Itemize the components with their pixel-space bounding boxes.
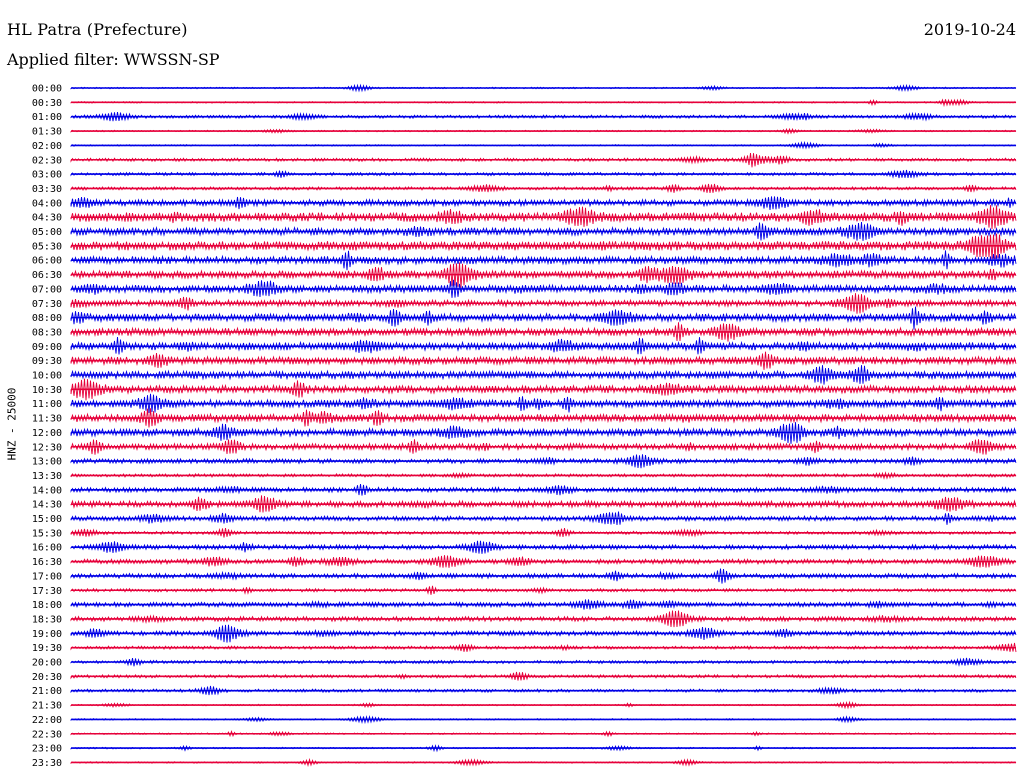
row-time-label: 18:00 — [32, 600, 62, 611]
row-time-label: 23:00 — [32, 744, 62, 755]
record-date: 2019-10-24 — [923, 20, 1016, 39]
row-time-label: 00:00 — [32, 84, 62, 95]
row-time-label: 15:00 — [32, 514, 62, 525]
row-time-label: 09:00 — [32, 342, 62, 353]
row-time-label: 08:00 — [32, 313, 62, 324]
row-time-label: 12:00 — [32, 428, 62, 439]
row-time-label: 14:30 — [32, 500, 62, 511]
row-time-label: 05:00 — [32, 227, 62, 238]
row-time-label: 16:30 — [32, 557, 62, 568]
row-time-label: 06:30 — [32, 270, 62, 281]
row-time-label: 02:00 — [32, 141, 62, 152]
row-time-label: 17:30 — [32, 586, 62, 597]
row-time-label: 21:00 — [32, 686, 62, 697]
row-time-label: 22:30 — [32, 729, 62, 740]
row-time-label: 15:30 — [32, 528, 62, 539]
row-time-label: 16:00 — [32, 543, 62, 554]
row-time-label: 01:00 — [32, 112, 62, 123]
row-time-label: 04:00 — [32, 198, 62, 209]
station-title: HL Patra (Prefecture) — [7, 20, 188, 39]
row-time-label: 04:30 — [32, 213, 62, 224]
row-time-label: 00:30 — [32, 98, 62, 109]
row-time-label: 23:30 — [32, 758, 62, 769]
row-time-label: 02:30 — [32, 155, 62, 166]
row-time-label: 11:30 — [32, 414, 62, 425]
row-time-label: 09:30 — [32, 356, 62, 367]
row-time-label: 12:30 — [32, 442, 62, 453]
row-time-label: 14:00 — [32, 485, 62, 496]
row-time-label: 01:30 — [32, 127, 62, 138]
row-time-label: 06:00 — [32, 256, 62, 267]
row-time-label: 17:00 — [32, 571, 62, 582]
filter-label: Applied filter: WWSSN-SP — [7, 50, 220, 69]
row-time-label: 19:30 — [32, 643, 62, 654]
row-time-label: 10:00 — [32, 371, 62, 382]
row-time-label: 13:00 — [32, 457, 62, 468]
row-time-label: 22:00 — [32, 715, 62, 726]
seismic-trace — [70, 408, 1017, 428]
row-time-label: 11:00 — [32, 399, 62, 410]
row-time-label: 21:30 — [32, 701, 62, 712]
row-time-label: 07:00 — [32, 284, 62, 295]
row-time-label: 20:00 — [32, 658, 62, 669]
row-time-label: 18:30 — [32, 614, 62, 625]
seismic-trace — [70, 205, 1017, 230]
row-time-label: 19:00 — [32, 629, 62, 640]
row-time-label: 20:30 — [32, 672, 62, 683]
row-time-label: 08:30 — [32, 327, 62, 338]
row-time-label: 03:30 — [32, 184, 62, 195]
row-time-label: 07:30 — [32, 299, 62, 310]
row-time-label: 03:00 — [32, 170, 62, 181]
row-time-label: 05:30 — [32, 241, 62, 252]
row-time-label: 13:30 — [32, 471, 62, 482]
row-time-label: 10:30 — [32, 385, 62, 396]
